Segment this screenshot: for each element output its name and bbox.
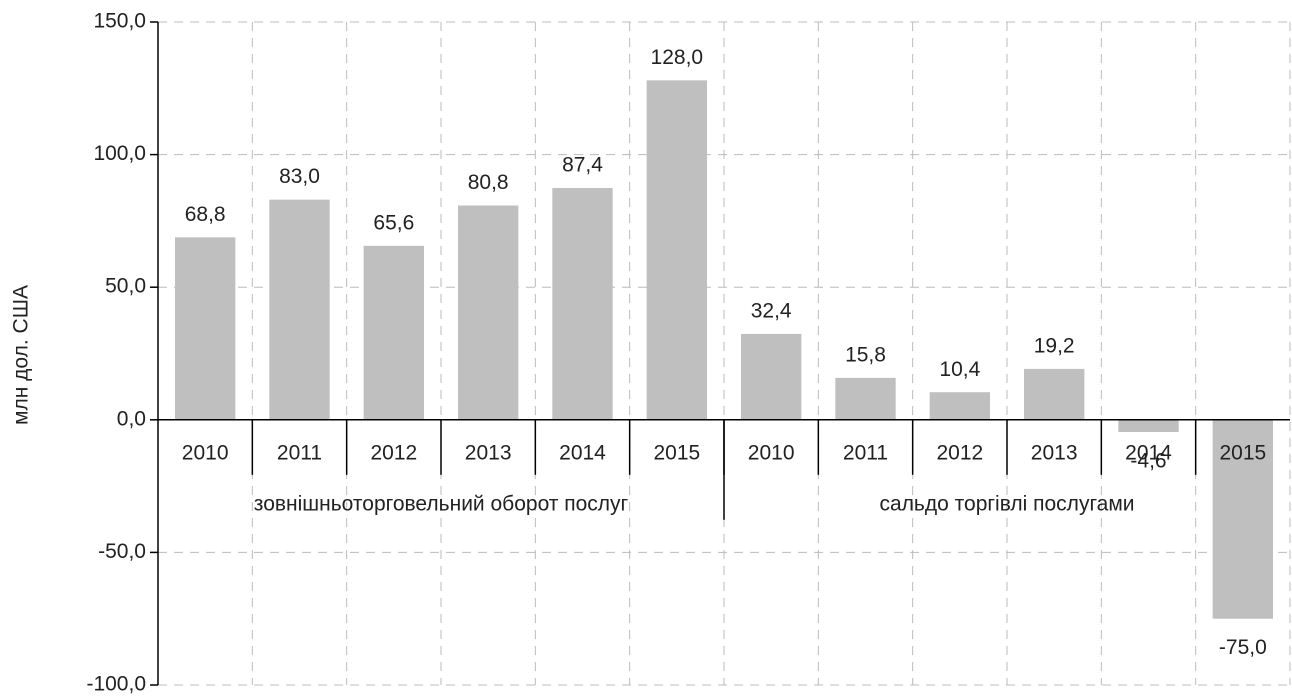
x-tick-label: 2010 [748, 441, 795, 464]
value-label: 68,8 [185, 203, 226, 226]
value-label: 83,0 [279, 165, 320, 188]
x-tick-label: 2015 [653, 441, 700, 464]
value-label: 80,8 [468, 171, 509, 194]
y-axis-label: млн дол. США [10, 285, 33, 425]
x-tick-label: 2012 [936, 441, 983, 464]
bar [552, 188, 613, 420]
bar [1118, 419, 1179, 432]
x-tick-label: 2011 [843, 441, 888, 464]
bar [835, 377, 896, 420]
group-label: зовнішньоторговельний оборот послуг [254, 492, 629, 515]
value-label: 87,4 [562, 154, 603, 177]
bar [929, 392, 991, 420]
value-label: 65,6 [373, 211, 414, 234]
value-label: 128,0 [651, 46, 704, 69]
y-tick-label: 50,0 [105, 275, 146, 298]
value-label: 19,2 [1034, 334, 1075, 357]
y-tick-label: -100,0 [86, 673, 146, 696]
bar [363, 245, 425, 420]
y-tick-label: 0,0 [117, 407, 146, 430]
x-tick-label: 2011 [277, 441, 322, 464]
value-label: 32,4 [751, 299, 792, 322]
x-tick-label: 2012 [370, 441, 417, 464]
x-tick-label: 2013 [1031, 441, 1078, 464]
bar [740, 333, 802, 420]
value-label: -75,0 [1219, 636, 1267, 659]
bar [1212, 419, 1274, 619]
y-tick-label: 100,0 [93, 142, 146, 165]
x-tick-label: 2013 [465, 441, 512, 464]
value-label: -4,6 [1130, 450, 1166, 473]
y-tick-label: -50,0 [98, 540, 146, 563]
y-tick-label: 150,0 [93, 10, 146, 33]
group-label: сальдо торгівлі послугами [880, 492, 1135, 515]
bar [457, 205, 519, 420]
value-label: 15,8 [845, 343, 886, 366]
x-tick-label: 2015 [1219, 441, 1266, 464]
bar [174, 237, 236, 420]
bar [1023, 368, 1085, 420]
x-tick-label: 2014 [559, 441, 606, 464]
bar [269, 199, 330, 420]
x-tick-label: 2010 [182, 441, 229, 464]
x-tick-label: 2014 [1125, 441, 1172, 464]
bar [646, 80, 708, 420]
value-label: 10,4 [939, 358, 980, 381]
